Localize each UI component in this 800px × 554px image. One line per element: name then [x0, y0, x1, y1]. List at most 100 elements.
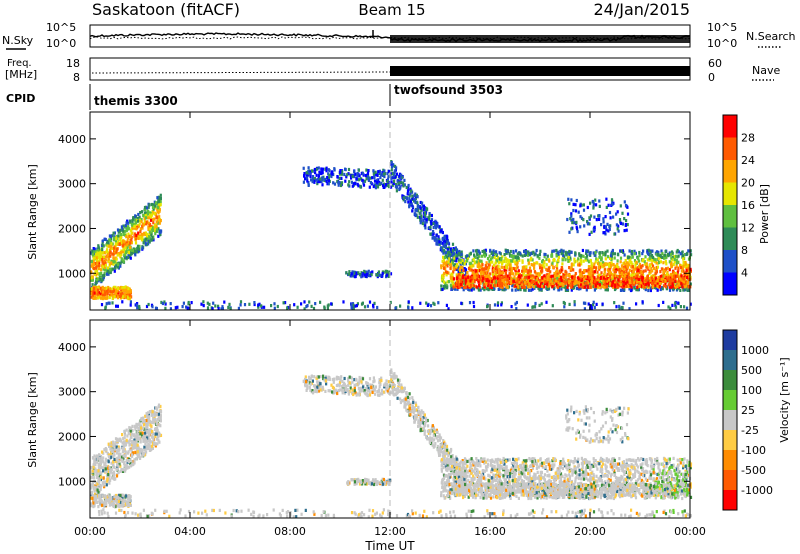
data-cell — [483, 284, 486, 289]
data-cell — [151, 305, 154, 309]
data-cell — [380, 181, 383, 185]
data-cell — [139, 236, 142, 240]
data-cell — [122, 446, 125, 450]
data-cell — [661, 287, 664, 291]
data-cell — [617, 229, 620, 233]
data-cell — [360, 177, 363, 181]
data-cell — [574, 272, 577, 276]
data-cell — [631, 279, 634, 283]
data-cell — [658, 285, 661, 289]
data-cell — [656, 282, 659, 286]
data-cell — [260, 304, 263, 308]
data-cell — [606, 288, 609, 292]
data-cell — [508, 252, 511, 256]
data-cell — [653, 280, 656, 284]
data-cell — [152, 221, 155, 225]
data-cell — [461, 258, 464, 263]
data-cell — [176, 305, 179, 309]
colorbar-swatch — [723, 227, 737, 250]
data-cell — [541, 278, 544, 282]
data-cell — [488, 282, 491, 286]
data-cell — [587, 268, 590, 272]
data-cell — [97, 286, 100, 290]
data-cell — [350, 302, 353, 306]
data-cell — [138, 244, 141, 248]
data-cell — [592, 300, 595, 304]
data-cell — [451, 280, 454, 284]
data-cell — [325, 166, 328, 170]
data-cell — [607, 255, 610, 259]
data-cell — [462, 288, 465, 292]
data-cell — [113, 269, 116, 273]
data-cell — [686, 276, 689, 280]
data-cell — [610, 252, 613, 256]
data-cell — [114, 291, 117, 295]
data-cell — [542, 263, 545, 267]
data-cell — [134, 224, 137, 228]
data-cell — [596, 285, 599, 289]
data-cell — [624, 263, 627, 267]
data-cell — [521, 260, 524, 264]
data-cell — [585, 251, 588, 255]
data-cell — [456, 263, 459, 267]
data-cell — [144, 231, 147, 235]
data-cell — [477, 288, 480, 292]
data-cell — [556, 274, 559, 278]
data-cell — [632, 270, 635, 274]
data-cell — [99, 277, 102, 282]
data-cell — [470, 268, 473, 272]
data-cell — [674, 280, 677, 284]
data-cell — [549, 270, 552, 274]
colorbar-swatch — [723, 182, 737, 205]
data-cell — [531, 276, 534, 280]
data-cell — [576, 276, 580, 280]
data-cell — [586, 205, 589, 210]
data-cell — [675, 272, 678, 276]
data-cell — [455, 282, 458, 286]
data-cell — [506, 263, 509, 267]
data-cell — [141, 434, 144, 438]
data-cell — [559, 275, 562, 280]
data-cell — [439, 248, 442, 252]
data-cell — [130, 432, 134, 436]
data-cell — [689, 267, 692, 271]
data-cell — [686, 273, 690, 277]
data-cell — [590, 282, 593, 286]
data-cell — [671, 270, 675, 274]
data-cell — [129, 219, 132, 223]
data-cell — [359, 185, 362, 189]
data-cell — [483, 271, 486, 275]
data-cell — [540, 267, 544, 271]
data-cell — [257, 303, 260, 307]
data-cell — [685, 284, 688, 288]
data-cell — [556, 281, 560, 285]
data-cell — [456, 266, 459, 270]
data-cell — [555, 254, 558, 258]
data-cell — [503, 269, 506, 273]
data-cell — [114, 266, 117, 270]
data-cell — [650, 276, 653, 280]
data-cell — [156, 209, 159, 213]
data-cell — [103, 271, 106, 275]
data-cell — [125, 241, 128, 245]
data-cell — [575, 281, 578, 285]
colorbar-tick-label: 24 — [741, 154, 755, 167]
data-cell — [590, 262, 593, 266]
data-cell — [673, 260, 676, 264]
data-cell — [128, 297, 132, 301]
data-cell — [570, 212, 573, 216]
data-cell — [593, 262, 596, 266]
data-cell — [593, 270, 596, 274]
data-cell — [572, 268, 575, 272]
data-cell — [587, 302, 590, 306]
data-cell — [583, 224, 586, 228]
data-cell — [675, 261, 678, 265]
data-cell — [111, 267, 115, 271]
data-cell — [630, 285, 633, 289]
data-cell — [646, 252, 650, 256]
data-cell — [619, 249, 622, 253]
plot-title: Saskatoon (fitACF) — [92, 0, 240, 19]
data-cell — [511, 284, 514, 288]
data-cell — [169, 302, 172, 306]
data-cell — [618, 268, 621, 272]
